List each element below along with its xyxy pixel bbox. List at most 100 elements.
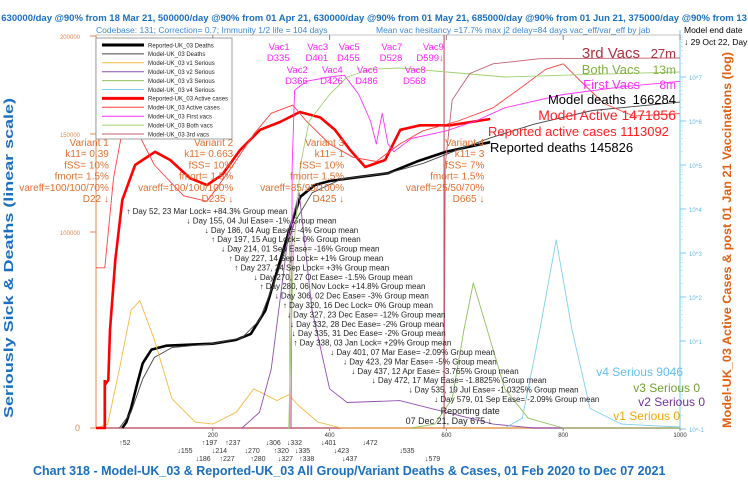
day-marker: ↓214 [212,448,227,455]
end-label-first-vacs-value: 8m [659,78,676,92]
day-marker: ↑52 [119,440,130,447]
day-marker-arrow: ↓ [295,448,299,455]
right-tick-label: 10^1 [689,340,702,346]
day-marker-arrow: ↑ [219,456,223,463]
end-label-third-vacs-value: 27m [651,46,676,61]
end-label-first-vacs: First Vacs [583,77,640,92]
series-line-model-uk-03-v3-serious [411,282,680,429]
variant-annotation: fmort= 1.5% [290,172,344,183]
reporting-date-value: 07 Dec 21, Day 675 ↓ [406,416,493,426]
right-axis-title: Model-UK_03 Active Cases & post 01 Jan 2… [720,52,734,428]
vac-name: Vac8 [405,65,426,76]
day-marker: ↓327 [278,456,293,463]
day-marker-arrow: ↓ [425,456,429,463]
variant-annotation: k11= 3 [455,149,485,160]
legend-label: Model-UK_03 Deaths [148,52,205,58]
intervention-annotation: ↑ Day 280, 06 Nov Lock= +14.8% Group mea… [260,282,426,291]
day-marker-arrow: ↓ [266,440,270,447]
intervention-annotation: ↑ Day 52, 23 Mar Lock= +84.3% Group mean [126,207,287,216]
day-marker-arrow: ↓ [177,448,181,455]
vac-day: D528 [380,53,403,64]
right-tick-label: 10^3 [689,252,702,258]
vac-name: Vac3 [307,42,328,53]
end-label-model-deaths: Model deaths [548,92,627,107]
vac-name: Vac2 [287,65,308,76]
day-marker-label: 227 [223,456,235,463]
end-label-v4: v4 Serious 9046 [596,365,683,379]
day-marker-label: 280 [254,456,266,463]
day-marker-arrow: ↑ [250,456,254,463]
intervention-annotation: ↑ Day 320, 16 Dec Lock= 0% Group mean [283,301,433,310]
intervention-annotation: ↓ Day 437, 12 Apr Ease= -3.765% Group me… [351,367,518,376]
day-marker: ↓535 [399,448,414,455]
day-marker-label: 332 [290,440,302,447]
day-marker-label: 197 [205,440,217,447]
series-line-model-uk-03-v4-serious [504,239,681,429]
left-tick-label: 150000 [60,133,81,139]
intervention-annotation: ↓ Day 423, 29 Mar Ease= -5% Group mean [343,357,497,366]
vac-name: Vac5 [339,42,360,53]
variant-annotation: vareff=25/50/70% [406,183,485,194]
intervention-annotation: ↓ Day 332, 28 Dec Ease= -2% Group mean [290,320,444,329]
day-marker-label: 306 [269,440,281,447]
day-marker-arrow: ↓ [321,440,325,447]
intervention-annotation: ↑ Day 338, 03 Jan Lock= +29% Group mean [293,339,451,348]
series-line-model-uk-03-v2-serious [241,192,680,429]
variant-annotation: D425 ↓ [313,194,345,205]
day-marker-label: 327 [281,456,293,463]
day-marker: ↓335 [295,448,310,455]
intervention-annotation: ↓ Day 335, 31 Dec Ease= -2% Group mean [292,329,446,338]
variant-annotation: k11= 1 [315,149,345,160]
end-label-model-deaths-value: 166284 [633,92,676,107]
right-tick-label: 10^6 [689,120,702,126]
intervention-annotation: ↓ Day 579, 01 Sep Ease= -2.09% Group mea… [434,395,599,404]
day-marker: ↑320 [274,448,289,455]
day-marker-label: 423 [337,448,349,455]
right-tick-label: 10^5 [689,164,702,170]
day-marker-arrow: ↑ [274,448,278,455]
legend-label: Model-UK_03 v1 Serious [148,61,215,67]
intervention-annotation: ↓ Day 186, 04 Aug Ease= -4% Group mean [205,226,359,235]
day-marker-label: 579 [429,456,441,463]
legend-label: Model-UK_03 v4 Serious [148,88,215,94]
intervention-annotation: ↑ Day 237, 24 Sep Lock= +3% Group mean [234,263,389,272]
left-tick-label: 100000 [60,231,81,237]
end-label-both-vacs-value: 13m [653,63,676,77]
vac-day: D486 [355,76,378,87]
header-codebase: Codebase: 131; Correction= 0.7; Immunity… [96,25,328,35]
model-end-value: ↓ 29 Oct 22, Day [684,37,748,47]
vac-day: D455 [337,53,360,64]
end-label-reported-active: Reported active cases 1113092 [488,124,669,139]
day-marker-label: 401 [325,440,337,447]
day-marker: ↓472 [363,440,378,447]
vac-day: D426 [320,76,343,87]
day-marker-arrow: ↓ [278,456,282,463]
legend-label: Model-UK_03 Both vacs [148,123,213,129]
intervention-annotation: ↑ Day 197, 15 Aug Lock= 0% Group mean [211,235,361,244]
intervention-annotation: ↓ Day 535, 19 Jul Ease= -1.0325% Group m… [408,386,578,395]
day-marker-arrow: ↓ [334,448,338,455]
legend-items: Reported-UK_03 Deaths Model-UK_03 Deaths M… [102,43,228,138]
day-marker-arrow: ↓ [399,448,403,455]
intervention-annotation: ↓ Day 306, 02 Dec Ease= -3% Group mean [275,292,429,301]
intervention-annotation: ↑ Day 227, 14 Sep Lock= +1% Group mean [229,254,384,263]
intervention-annotation: ↓ Day 214, 01 Sep Ease= -16% Group mean [221,245,380,254]
series-line-model-uk-03-v1-serious [95,300,680,429]
variant-annotation: fmort= 1.5% [179,172,233,183]
day-marker-label: 437 [346,456,358,463]
legend-label: Model-UK_03 v3 Serious [148,79,215,85]
day-marker-label: 214 [215,448,227,455]
header-line1: , 630000/day @90% from 18 Mar 21, 500000… [0,13,748,24]
day-marker-label: 320 [277,448,289,455]
day-marker-label: 155 [181,448,193,455]
day-marker: ↓437 [342,456,357,463]
variant-annotation: vareff=100/100/70% [19,183,109,194]
day-marker-label: 472 [366,440,378,447]
intervention-annotation: ↓ Day 401, 07 Mar Ease= -2.09% Group mea… [330,348,495,357]
variant-annotation: vareff=100/100/100% [138,183,233,194]
end-label-model-active: Model Active 1471856 [538,107,676,123]
model-end-label: Model end date [684,25,743,35]
end-label-v1: v1 Serious 0 [613,409,680,423]
vac-name: Vac7 [381,42,402,53]
